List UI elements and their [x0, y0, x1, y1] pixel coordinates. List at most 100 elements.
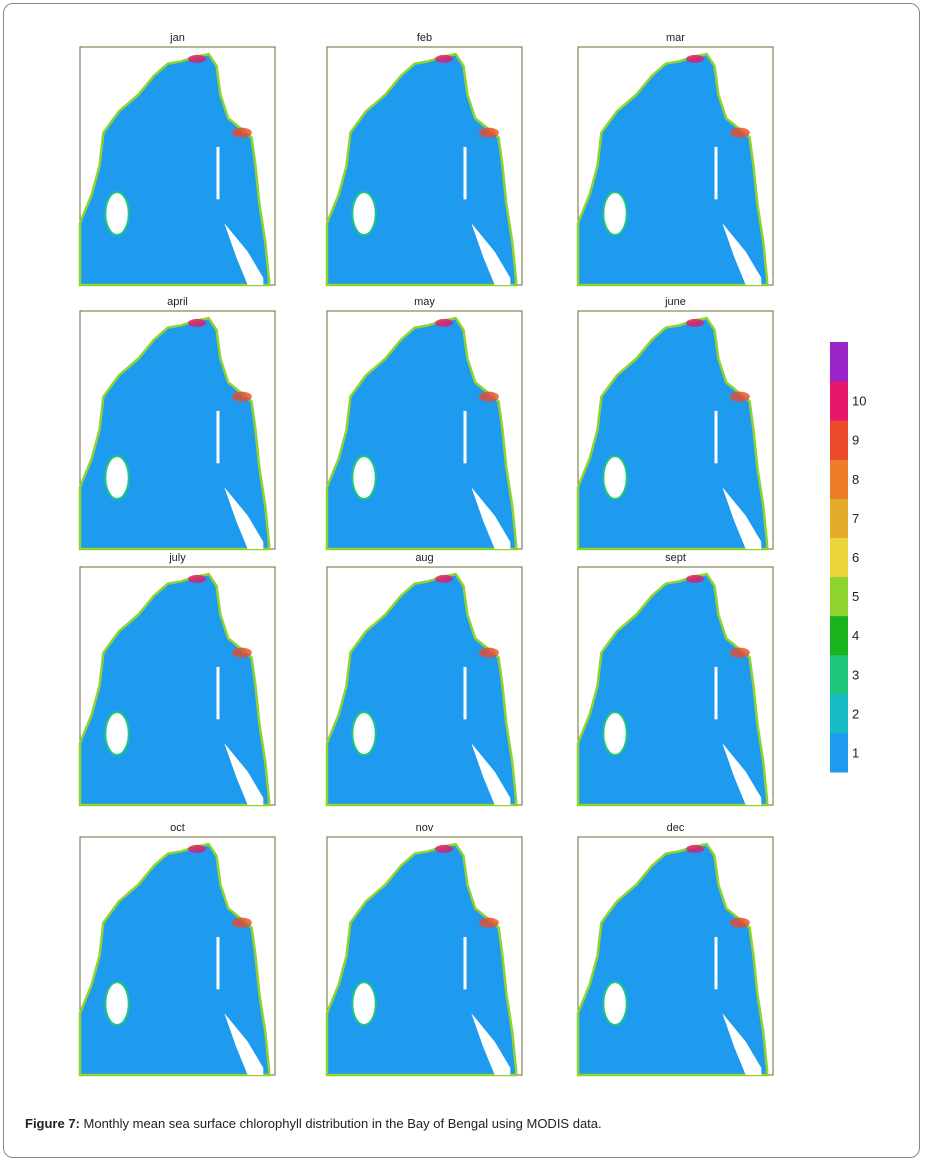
coastal-bloom — [188, 318, 206, 327]
colorbar-label: 6 — [852, 550, 859, 565]
sea — [325, 316, 518, 551]
andaman-islands — [714, 936, 718, 990]
coastal-bloom — [231, 391, 252, 402]
sumatra — [471, 743, 511, 805]
sri-lanka — [602, 191, 628, 237]
colorbar-label: 5 — [852, 589, 859, 604]
coastal-bloom — [729, 647, 750, 658]
coastal-bloom — [435, 574, 453, 583]
colorbar-segment — [830, 615, 848, 656]
sri-lanka — [602, 455, 628, 501]
panel-title: dec — [667, 822, 685, 834]
andaman-islands — [714, 146, 718, 200]
panel-title: mar — [666, 32, 685, 44]
colorbar-label: 2 — [852, 706, 859, 721]
coastal-bloom — [478, 917, 499, 928]
sri-lanka — [104, 981, 130, 1027]
sea — [78, 572, 271, 807]
sumatra — [722, 487, 762, 549]
sri-lanka — [351, 711, 377, 757]
coastal-bloom — [686, 318, 704, 327]
caption-label: Figure 7: — [25, 1116, 80, 1131]
sea — [78, 316, 271, 551]
panel-title: sept — [665, 552, 686, 564]
colorbar-label: 4 — [852, 628, 859, 643]
panel-title: oct — [170, 822, 185, 834]
sumatra — [224, 743, 264, 805]
sri-lanka — [602, 711, 628, 757]
colorbar-label: 3 — [852, 667, 859, 682]
andaman-islands — [216, 410, 220, 464]
sea — [576, 316, 769, 551]
sumatra — [471, 1013, 511, 1075]
colorbar-label: 9 — [852, 433, 859, 448]
colorbar-segment — [830, 654, 848, 695]
caption: Figure 7: Monthly mean sea surface chlor… — [25, 1116, 602, 1131]
sea — [576, 52, 769, 287]
panel-title: feb — [417, 32, 432, 44]
sea — [325, 572, 518, 807]
andaman-islands — [714, 666, 718, 720]
sea — [325, 52, 518, 287]
coastal-bloom — [478, 391, 499, 402]
colorbar-segment — [830, 693, 848, 734]
panel-title: june — [664, 296, 686, 308]
andaman-islands — [463, 410, 467, 464]
coastal-bloom — [231, 647, 252, 658]
coastal-bloom — [686, 574, 704, 583]
coastal-bloom — [729, 127, 750, 138]
coastal-bloom — [188, 574, 206, 583]
andaman-islands — [216, 936, 220, 990]
coastal-bloom — [231, 127, 252, 138]
coastal-bloom — [435, 54, 453, 63]
coastal-bloom — [231, 917, 252, 928]
colorbar-label: 10 — [852, 394, 866, 409]
colorbar-segment — [830, 576, 848, 617]
sea — [576, 572, 769, 807]
sumatra — [224, 1013, 264, 1075]
sri-lanka — [351, 191, 377, 237]
panel-title: april — [167, 296, 188, 308]
panel-title: may — [414, 296, 435, 308]
colorbar-segment — [830, 537, 848, 578]
sri-lanka — [351, 455, 377, 501]
sea — [78, 842, 271, 1077]
colorbar-label: 8 — [852, 472, 859, 487]
coastal-bloom — [729, 391, 750, 402]
sumatra — [224, 223, 264, 285]
andaman-islands — [216, 146, 220, 200]
caption-text: Monthly mean sea surface chlorophyll dis… — [79, 1116, 602, 1131]
sumatra — [471, 223, 511, 285]
figure-frame — [3, 3, 920, 1158]
colorbar-segment — [830, 732, 848, 773]
sumatra — [722, 223, 762, 285]
colorbar-label: 7 — [852, 511, 859, 526]
sea — [576, 842, 769, 1077]
coastal-bloom — [188, 844, 206, 853]
sri-lanka — [104, 191, 130, 237]
coastal-bloom — [188, 54, 206, 63]
sri-lanka — [104, 711, 130, 757]
sumatra — [224, 487, 264, 549]
colorbar-segment — [830, 498, 848, 538]
andaman-islands — [714, 410, 718, 464]
panel-title: aug — [415, 552, 433, 564]
coastal-bloom — [478, 647, 499, 658]
panel-title: july — [168, 552, 186, 564]
figure: jan feb mar april may june july aug sept oct nov de… — [78, 32, 867, 1077]
sea — [325, 842, 518, 1077]
colorbar-segment — [830, 459, 848, 499]
andaman-islands — [463, 146, 467, 200]
panel-title: nov — [416, 822, 434, 834]
coastal-bloom — [478, 127, 499, 138]
sri-lanka — [602, 981, 628, 1027]
sumatra — [722, 1013, 762, 1075]
andaman-islands — [463, 666, 467, 720]
coastal-bloom — [686, 844, 704, 853]
colorbar-label: 1 — [852, 745, 859, 760]
panel-title: jan — [169, 32, 185, 44]
colorbar-segment — [830, 420, 848, 460]
coastal-bloom — [686, 54, 704, 63]
colorbar-segment — [830, 381, 848, 421]
